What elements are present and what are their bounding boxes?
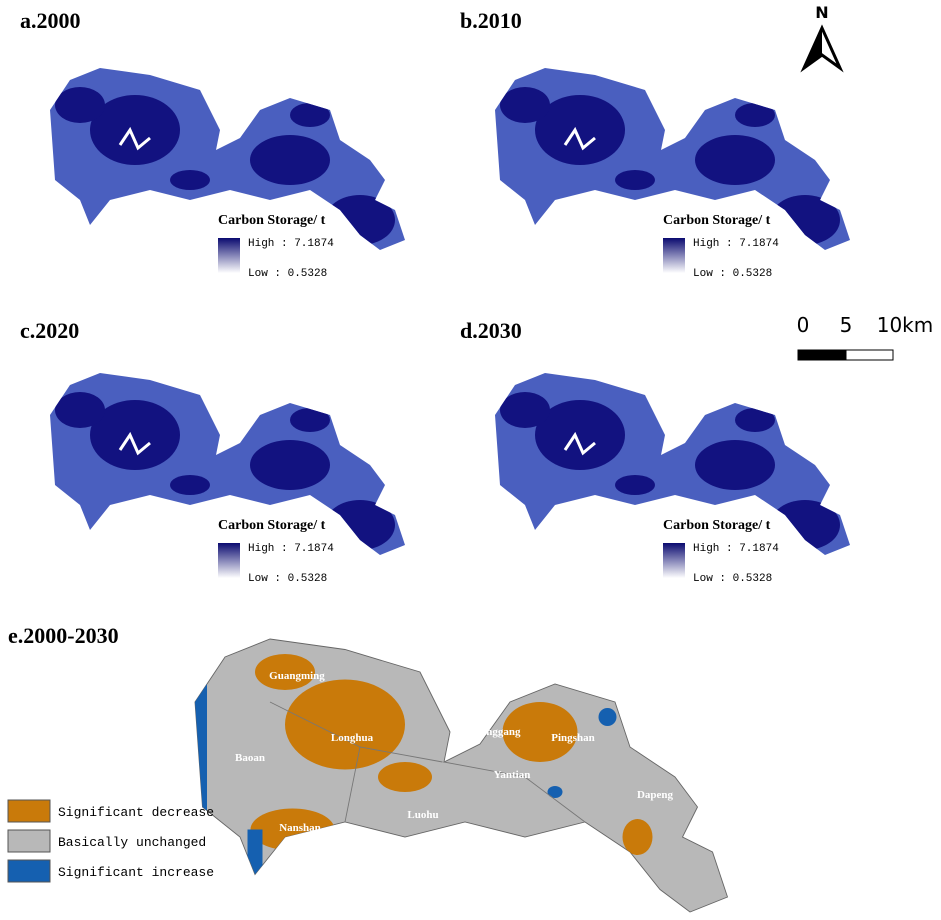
district-label: Longhua [331,732,374,744]
legend-swatch [7,799,51,823]
legend-label: Significant decrease [58,805,214,820]
district-label: Guangming [269,670,325,682]
district-label: Nanshan [279,822,321,834]
legend-gradient [663,238,685,273]
panel-label: c.2020 [20,318,79,343]
legend-high: High : 7.1874 [248,543,334,555]
north-label: N [815,3,828,22]
district-label: Pingshan [551,732,594,744]
carbon-maps: a.2000 Carbon Storage/ t High : 7.1874 Low … [20,8,850,585]
legend-gradient [218,543,240,578]
legend-gradient [218,238,240,273]
north-arrow: N [800,3,844,73]
panel-label: e.2000-2030 [8,623,119,648]
district-label: Futian [354,829,385,841]
panel-label: d.2030 [460,318,522,343]
panel-label: b.2010 [460,8,522,33]
legend-gradient [663,543,685,578]
district-label: Yantian [494,769,531,781]
scale-label: 10km [877,313,934,337]
legend-title: Carbon Storage/ t [663,213,771,228]
legend-low: Low : 0.5328 [248,573,327,585]
legend-swatch [7,829,51,853]
district-label: Longgang [473,726,521,738]
legend-low: Low : 0.5328 [693,573,772,585]
district-label: Dapeng [637,789,674,801]
district-label: Baoan [235,752,265,764]
legend-low: Low : 0.5328 [693,268,772,280]
legend-title: Carbon Storage/ t [663,518,771,533]
change-map: e.2000-2030 Guangming Baoan Longhua Longgan… [7,623,729,913]
legend-low: Low : 0.5328 [248,268,327,280]
scale-label: 0 [797,313,810,337]
scale-bar: 0 5 10km [797,313,934,361]
legend-title: Carbon Storage/ t [218,518,326,533]
legend-high: High : 7.1874 [693,238,779,250]
legend-high: High : 7.1874 [693,543,779,555]
panel-label: a.2000 [20,8,81,33]
district-label: Luohu [407,809,438,821]
legend-high: High : 7.1874 [248,238,334,250]
legend-label: Significant increase [58,865,214,880]
legend-title: Carbon Storage/ t [218,213,326,228]
scale-label: 5 [840,313,853,337]
legend-swatch [7,859,51,883]
legend-label: Basically unchanged [58,835,206,850]
